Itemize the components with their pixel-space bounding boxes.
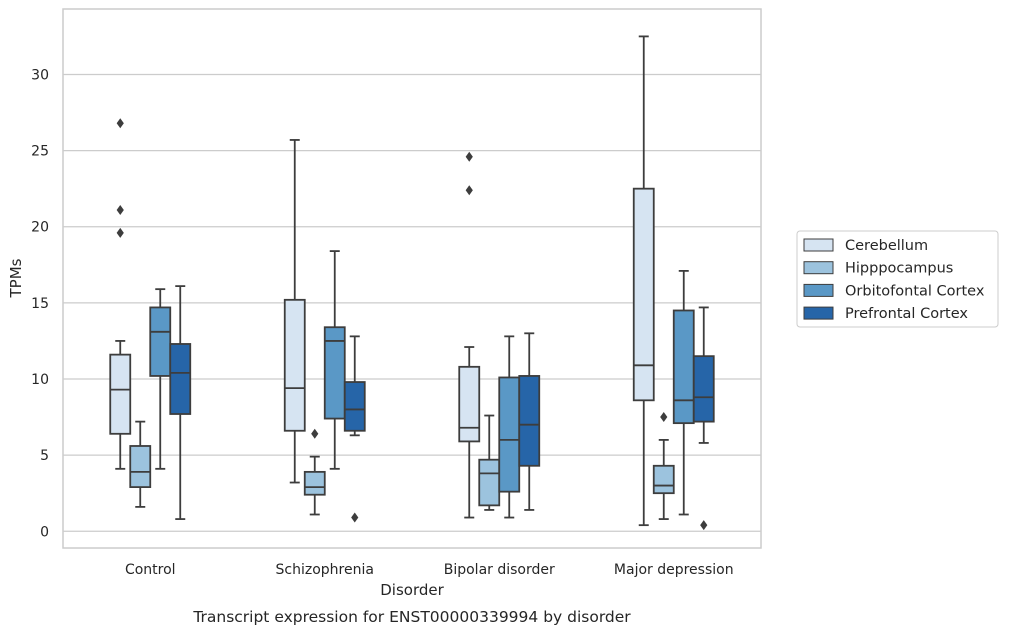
legend-item: Hipppocampus	[803, 261, 953, 277]
y-tick-label: 25	[31, 144, 49, 160]
outlier-point	[116, 118, 124, 129]
legend-label: Hipppocampus	[845, 261, 953, 277]
box-1-3	[652, 412, 675, 520]
box-body	[632, 187, 655, 402]
y-tick-label: 5	[40, 448, 49, 464]
x-tick-label: Schizophrenia	[276, 562, 374, 578]
outlier-point	[116, 204, 124, 215]
box-1-2	[478, 414, 501, 511]
legend-frame	[796, 230, 999, 328]
x-axis-ticks: Control Schizophrenia Bipolar disorder Majo…	[125, 562, 734, 578]
box-body	[109, 353, 132, 435]
box-0-3	[632, 35, 655, 527]
box-body	[652, 464, 675, 495]
x-axis-title: Disorder	[380, 581, 444, 599]
y-tick-label: 0	[40, 524, 49, 540]
legend-item: Prefrontal Cortex	[803, 306, 968, 322]
x-tick-label: Major depression	[614, 562, 734, 578]
outlier-point	[660, 412, 668, 423]
legend: Cerebellum Hipppocampus Orbitofontal Corte…	[796, 230, 999, 328]
legend-item: Orbitofontal Cortex	[803, 283, 985, 299]
plot-frame	[62, 8, 762, 549]
box-2-2	[498, 335, 521, 519]
legend-item: Cerebellum	[803, 238, 928, 254]
box-body	[283, 298, 306, 432]
box-body	[343, 381, 366, 432]
box-body	[323, 326, 346, 420]
legend-label: Prefrontal Cortex	[845, 306, 968, 322]
outlier-point	[116, 227, 124, 238]
box-2-1	[323, 250, 346, 470]
y-tick-label: 30	[31, 67, 49, 83]
box-body	[498, 376, 521, 493]
outlier-point	[465, 151, 473, 162]
box-3-2	[518, 332, 541, 511]
y-tick-label: 10	[31, 372, 49, 388]
box-1-0	[129, 420, 152, 508]
legend-swatch	[803, 238, 834, 252]
x-tick-label: Bipolar disorder	[444, 562, 555, 578]
box-1-1	[303, 428, 326, 516]
box-body	[518, 375, 541, 467]
chart-caption: Transcript expression for ENST0000033999…	[192, 608, 631, 626]
y-tick-label: 20	[31, 220, 49, 236]
outlier-point	[465, 185, 473, 196]
gridlines	[63, 73, 761, 532]
box-body	[169, 343, 192, 415]
box-0-1	[283, 139, 306, 484]
box-0-0	[109, 118, 132, 470]
x-tick-label: Control	[125, 562, 176, 578]
y-axis-title: TPMs	[7, 258, 25, 298]
boxes	[109, 35, 715, 531]
legend-label: Cerebellum	[845, 238, 928, 254]
legend-swatch	[803, 306, 834, 320]
y-axis-ticks: 0 5 10 15 20 25 30	[31, 67, 49, 540]
box-body	[458, 365, 481, 443]
box-body	[478, 458, 501, 507]
box-3-0	[169, 285, 192, 520]
box-body	[149, 306, 172, 377]
box-body	[129, 445, 152, 488]
legend-swatch	[803, 283, 834, 297]
y-tick-label: 15	[31, 296, 49, 312]
box-0-2	[458, 151, 481, 519]
box-3-3	[692, 306, 715, 531]
legend-swatch	[803, 261, 834, 275]
box-3-1	[343, 335, 366, 523]
box-2-0	[149, 288, 172, 470]
box-2-3	[672, 269, 695, 516]
outlier-point	[700, 520, 708, 531]
box-body	[692, 355, 715, 423]
legend-label: Orbitofontal Cortex	[845, 283, 985, 299]
outlier-point	[351, 512, 359, 523]
box-body	[303, 470, 326, 496]
outlier-point	[311, 428, 319, 439]
box-body	[672, 309, 695, 425]
